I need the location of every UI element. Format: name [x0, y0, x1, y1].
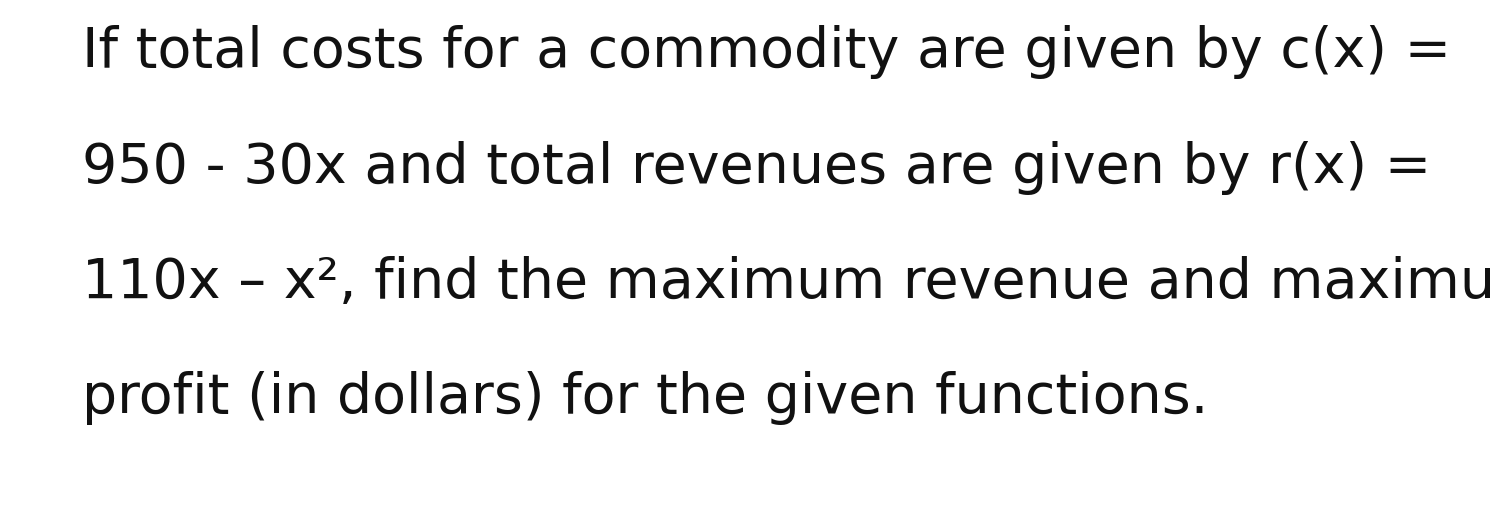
Text: If total costs for a commodity are given by c(x) =: If total costs for a commodity are given…	[82, 26, 1452, 79]
Text: 110x – x², find the maximum revenue and maximum: 110x – x², find the maximum revenue and …	[82, 256, 1500, 310]
Text: 950 - 30x and total revenues are given by r(x) =: 950 - 30x and total revenues are given b…	[82, 141, 1431, 195]
Text: profit (in dollars) for the given functions.: profit (in dollars) for the given functi…	[82, 371, 1209, 425]
